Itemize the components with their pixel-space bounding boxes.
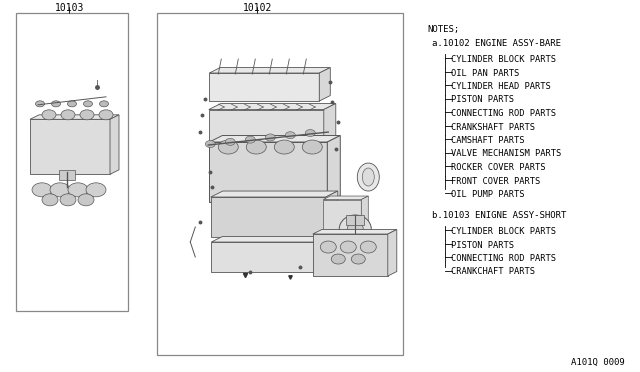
Polygon shape [211, 191, 338, 197]
Ellipse shape [99, 101, 109, 107]
Ellipse shape [275, 140, 294, 154]
Bar [59, 170, 75, 180]
Polygon shape [319, 68, 330, 101]
Ellipse shape [320, 241, 336, 253]
Polygon shape [388, 230, 397, 276]
Ellipse shape [60, 194, 76, 206]
Ellipse shape [285, 132, 295, 139]
Ellipse shape [78, 194, 94, 206]
Ellipse shape [205, 141, 215, 148]
Polygon shape [313, 230, 397, 234]
Text: CYLINDER BLOCK PARTS: CYLINDER BLOCK PARTS [451, 55, 556, 64]
Text: NOTES;: NOTES; [427, 25, 460, 34]
Ellipse shape [42, 194, 58, 206]
Ellipse shape [339, 215, 371, 243]
Bar [16, 13, 128, 311]
Polygon shape [110, 115, 119, 174]
Ellipse shape [246, 140, 266, 154]
Text: CYLINDER HEAD PARTS: CYLINDER HEAD PARTS [451, 82, 551, 91]
Text: PISTON PARTS: PISTON PARTS [451, 96, 514, 105]
Ellipse shape [362, 168, 374, 186]
Ellipse shape [51, 101, 61, 107]
Ellipse shape [67, 101, 77, 107]
Text: ROCKER COVER PARTS: ROCKER COVER PARTS [451, 163, 545, 172]
Text: 10102: 10102 [243, 3, 273, 13]
Ellipse shape [80, 110, 94, 120]
Text: CONNECTING ROD PARTS: CONNECTING ROD PARTS [451, 254, 556, 263]
Ellipse shape [86, 183, 106, 197]
Ellipse shape [50, 183, 70, 197]
Polygon shape [209, 109, 324, 145]
Text: OIL PAN PARTS: OIL PAN PARTS [451, 68, 519, 77]
Polygon shape [211, 197, 326, 237]
Ellipse shape [225, 138, 236, 145]
Polygon shape [327, 135, 340, 202]
Polygon shape [209, 142, 327, 202]
Ellipse shape [360, 241, 376, 253]
Polygon shape [323, 199, 362, 244]
Polygon shape [209, 73, 319, 101]
Text: VALVE MECHANISM PARTS: VALVE MECHANISM PARTS [451, 150, 561, 158]
Ellipse shape [42, 110, 56, 120]
Text: CONNECTING ROD PARTS: CONNECTING ROD PARTS [451, 109, 556, 118]
Text: b.10103 ENIGNE ASSY-SHORT: b.10103 ENIGNE ASSY-SHORT [432, 211, 566, 219]
Ellipse shape [357, 163, 380, 191]
Polygon shape [211, 237, 332, 242]
Text: CAMSHAFT PARTS: CAMSHAFT PARTS [451, 136, 525, 145]
Ellipse shape [332, 254, 346, 264]
Bar [346, 215, 364, 225]
Text: CRANKSHAFT PARTS: CRANKSHAFT PARTS [451, 122, 535, 131]
Polygon shape [211, 242, 321, 272]
Text: FRONT COVER PARTS: FRONT COVER PARTS [451, 176, 540, 186]
Text: A101Q 0009: A101Q 0009 [572, 358, 625, 367]
Ellipse shape [348, 222, 364, 236]
Text: PISTON PARTS: PISTON PARTS [451, 241, 514, 250]
Polygon shape [324, 103, 336, 145]
Polygon shape [362, 196, 368, 244]
Text: 10103: 10103 [55, 3, 84, 13]
Polygon shape [209, 103, 336, 109]
Ellipse shape [245, 136, 255, 143]
Polygon shape [209, 68, 330, 73]
Ellipse shape [340, 241, 356, 253]
Polygon shape [30, 119, 110, 174]
Polygon shape [326, 191, 338, 237]
Text: OIL PUMP PARTS: OIL PUMP PARTS [451, 190, 525, 199]
Polygon shape [30, 115, 119, 119]
Ellipse shape [35, 101, 45, 107]
Text: CRANKCHAFT PARTS: CRANKCHAFT PARTS [451, 267, 535, 276]
Polygon shape [321, 237, 332, 272]
Ellipse shape [305, 129, 316, 137]
Text: CYLINDER BLOCK PARTS: CYLINDER BLOCK PARTS [451, 227, 556, 236]
Polygon shape [323, 196, 368, 199]
Ellipse shape [32, 183, 52, 197]
Ellipse shape [68, 183, 88, 197]
Ellipse shape [61, 110, 75, 120]
Ellipse shape [99, 110, 113, 120]
Polygon shape [209, 135, 340, 142]
Text: a.10102 ENGINE ASSY-BARE: a.10102 ENGINE ASSY-BARE [432, 38, 561, 48]
Ellipse shape [266, 134, 275, 141]
Ellipse shape [302, 140, 323, 154]
Ellipse shape [351, 254, 365, 264]
Ellipse shape [218, 140, 238, 154]
Ellipse shape [83, 101, 93, 107]
Bar [157, 13, 403, 355]
Polygon shape [313, 234, 388, 276]
